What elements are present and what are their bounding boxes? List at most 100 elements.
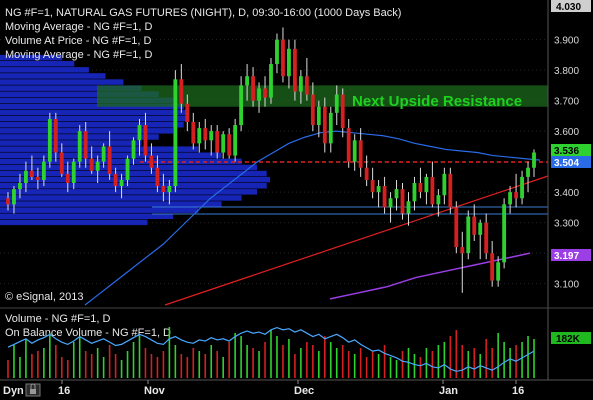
volume-bar [353,354,356,378]
chart-title: NG #F=1, NATURAL GAS FUTURES (NIGHT), D,… [5,7,401,19]
candle-body [161,186,166,193]
candle-body [275,39,279,65]
lock-icon[interactable] [25,383,41,397]
x-axis-ticks: 16 Nov Dec Jan 16 [58,380,524,397]
candle-body [245,76,250,86]
candle-body [502,204,507,263]
volume-bar [19,357,21,378]
volume-bar [491,348,493,378]
candle-body [334,94,339,113]
volume-bar [72,342,75,378]
candle-body [257,88,261,101]
candle-body [215,131,220,153]
resistance-zone [97,85,548,107]
volume-bar [383,345,386,378]
candle-body [113,173,118,187]
vap-bar [0,128,174,134]
volume-bar [96,348,99,378]
candle-body [496,262,501,281]
candle-body [191,122,196,144]
volume-tag: 182K [551,332,591,345]
candle-body [35,176,40,180]
candle-body [47,118,52,162]
vap-bar [0,91,159,97]
vap-bar [0,73,106,79]
study-label-2: Volume At Price - NG #F=1, D [5,35,151,47]
y-tick-label: 3.700 [554,97,579,108]
vap-bar [0,140,142,146]
ma-price-tag: 3.504 [551,156,591,169]
candle-body [83,131,88,159]
vap-bar [0,207,199,213]
vap-bar [0,158,242,165]
candle-body [95,161,100,171]
volume-bar [461,345,464,378]
candle-body [382,186,387,208]
y-tick-label: 3.400 [554,188,579,199]
volume-bar [216,351,219,378]
volume-bar [198,351,201,378]
vap-bar [0,176,270,183]
volume-bar [180,354,183,378]
volume-bar [246,345,248,378]
candle-body [424,176,429,193]
volume-bar [497,333,499,378]
candle-body [370,179,375,193]
candle-body [364,167,369,180]
volume-bar [120,360,123,378]
candle-body [436,195,441,205]
volume-bar [323,336,326,378]
candle-body [418,183,423,193]
candle-body [442,173,447,196]
volume-bar [389,357,392,378]
candle-body [24,170,28,183]
volume-bar [407,348,410,378]
volume-bar [443,342,446,378]
candle-body [346,128,351,162]
volume-bar [288,339,290,378]
volume-bar [66,360,69,378]
volume-bar [473,348,476,378]
volume-bar [174,345,177,378]
volume-bar [401,351,404,378]
candle-body [155,167,160,187]
x-tick-label: Dec [294,385,314,397]
study-label-1: Moving Average - NG #F=1, D [5,21,153,33]
volume-bar [126,351,129,378]
ma-slow-price-tag: 3.197 [551,249,591,262]
volume-bar [102,357,105,378]
candle-body [263,88,267,98]
resistance-annotation: Next Upside Resistance [352,93,522,110]
candle-body [388,198,393,208]
vap-bar [0,61,75,67]
candle-body [41,161,46,180]
vap-bar [0,85,142,91]
vap-bar [0,115,190,122]
candle-body [526,167,530,177]
volume-bar [485,339,487,378]
volume-bar [341,345,344,378]
obv-line [7,326,535,372]
candle-body [143,125,148,156]
volume-bar [55,345,57,378]
candle-body [167,186,172,193]
candle-body [149,155,154,168]
y-tick-label: 3.900 [554,36,579,47]
candle-body [185,103,190,122]
volume-bar [395,360,398,378]
candle-body [532,152,536,168]
candle-body [18,183,22,190]
x-tick-label: 16 [58,385,70,397]
volume-bar [312,345,314,378]
candle-body [12,189,16,205]
ma-slow-price-value: 3.197 [554,251,579,262]
x-tick-label: Jan [439,385,458,397]
volume-bar [90,354,93,378]
candle-body [376,186,381,193]
candle-body [520,176,524,199]
candle-body [340,94,345,129]
copyright-label: © eSignal, 2013 [5,291,83,303]
candlestick-series [6,27,536,293]
volume-bar [13,345,15,378]
volume-bars [7,327,535,378]
